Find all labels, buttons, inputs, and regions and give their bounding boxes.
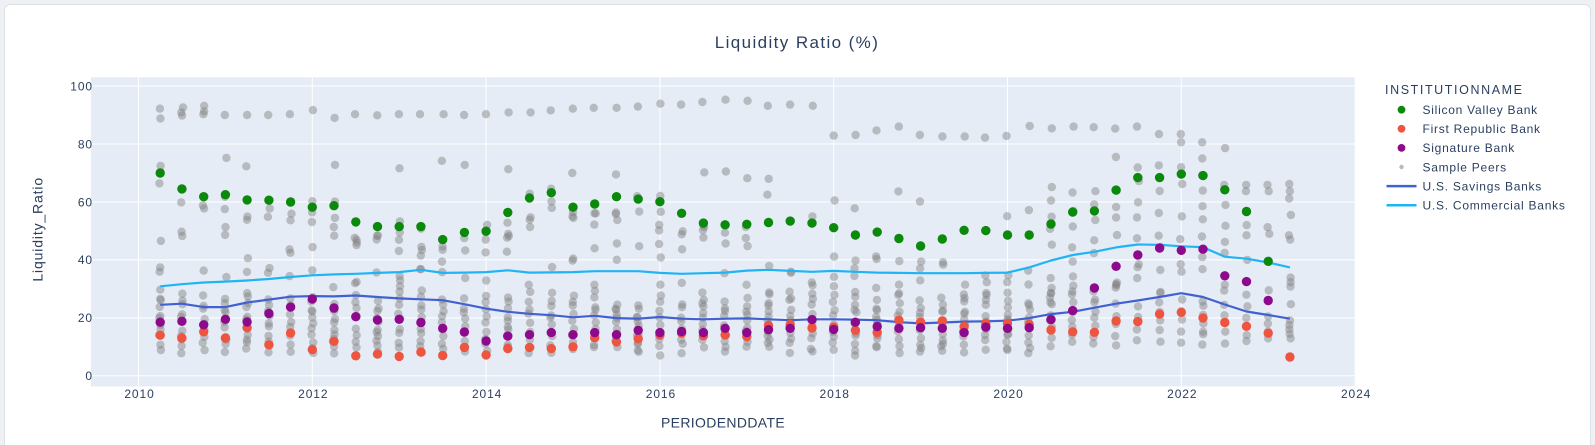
svg-text:80: 80 [78,137,93,151]
svg-text:2012: 2012 [298,387,328,401]
svg-text:2016: 2016 [646,387,676,401]
svg-text:Liquidity_Ratio: Liquidity_Ratio [30,177,46,282]
svg-text:100: 100 [70,79,93,93]
svg-text:2014: 2014 [472,387,502,401]
svg-text:2018: 2018 [820,387,850,401]
svg-text:First Republic Bank: First Republic Bank [1423,122,1542,136]
svg-text:PERIODENDDATE: PERIODENDDATE [661,415,785,431]
svg-text:U.S. Commercial Banks: U.S. Commercial Banks [1423,199,1566,213]
svg-text:20: 20 [78,311,93,325]
svg-text:Signature Bank: Signature Bank [1423,141,1516,155]
svg-text:2020: 2020 [993,387,1023,401]
svg-text:INSTITUTIONNAME: INSTITUTIONNAME [1385,83,1524,97]
svg-text:Sample Peers: Sample Peers [1423,160,1507,174]
svg-text:0: 0 [85,369,93,383]
svg-text:Silicon Valley Bank: Silicon Valley Bank [1423,103,1539,117]
svg-text:2022: 2022 [1167,387,1197,401]
svg-text:40: 40 [78,253,93,267]
svg-text:Liquidity Ratio (%): Liquidity Ratio (%) [715,33,880,52]
svg-text:60: 60 [78,195,93,209]
svg-text:2024: 2024 [1341,387,1371,401]
svg-text:2010: 2010 [124,387,154,401]
svg-text:U.S. Savings Banks: U.S. Savings Banks [1423,179,1543,193]
